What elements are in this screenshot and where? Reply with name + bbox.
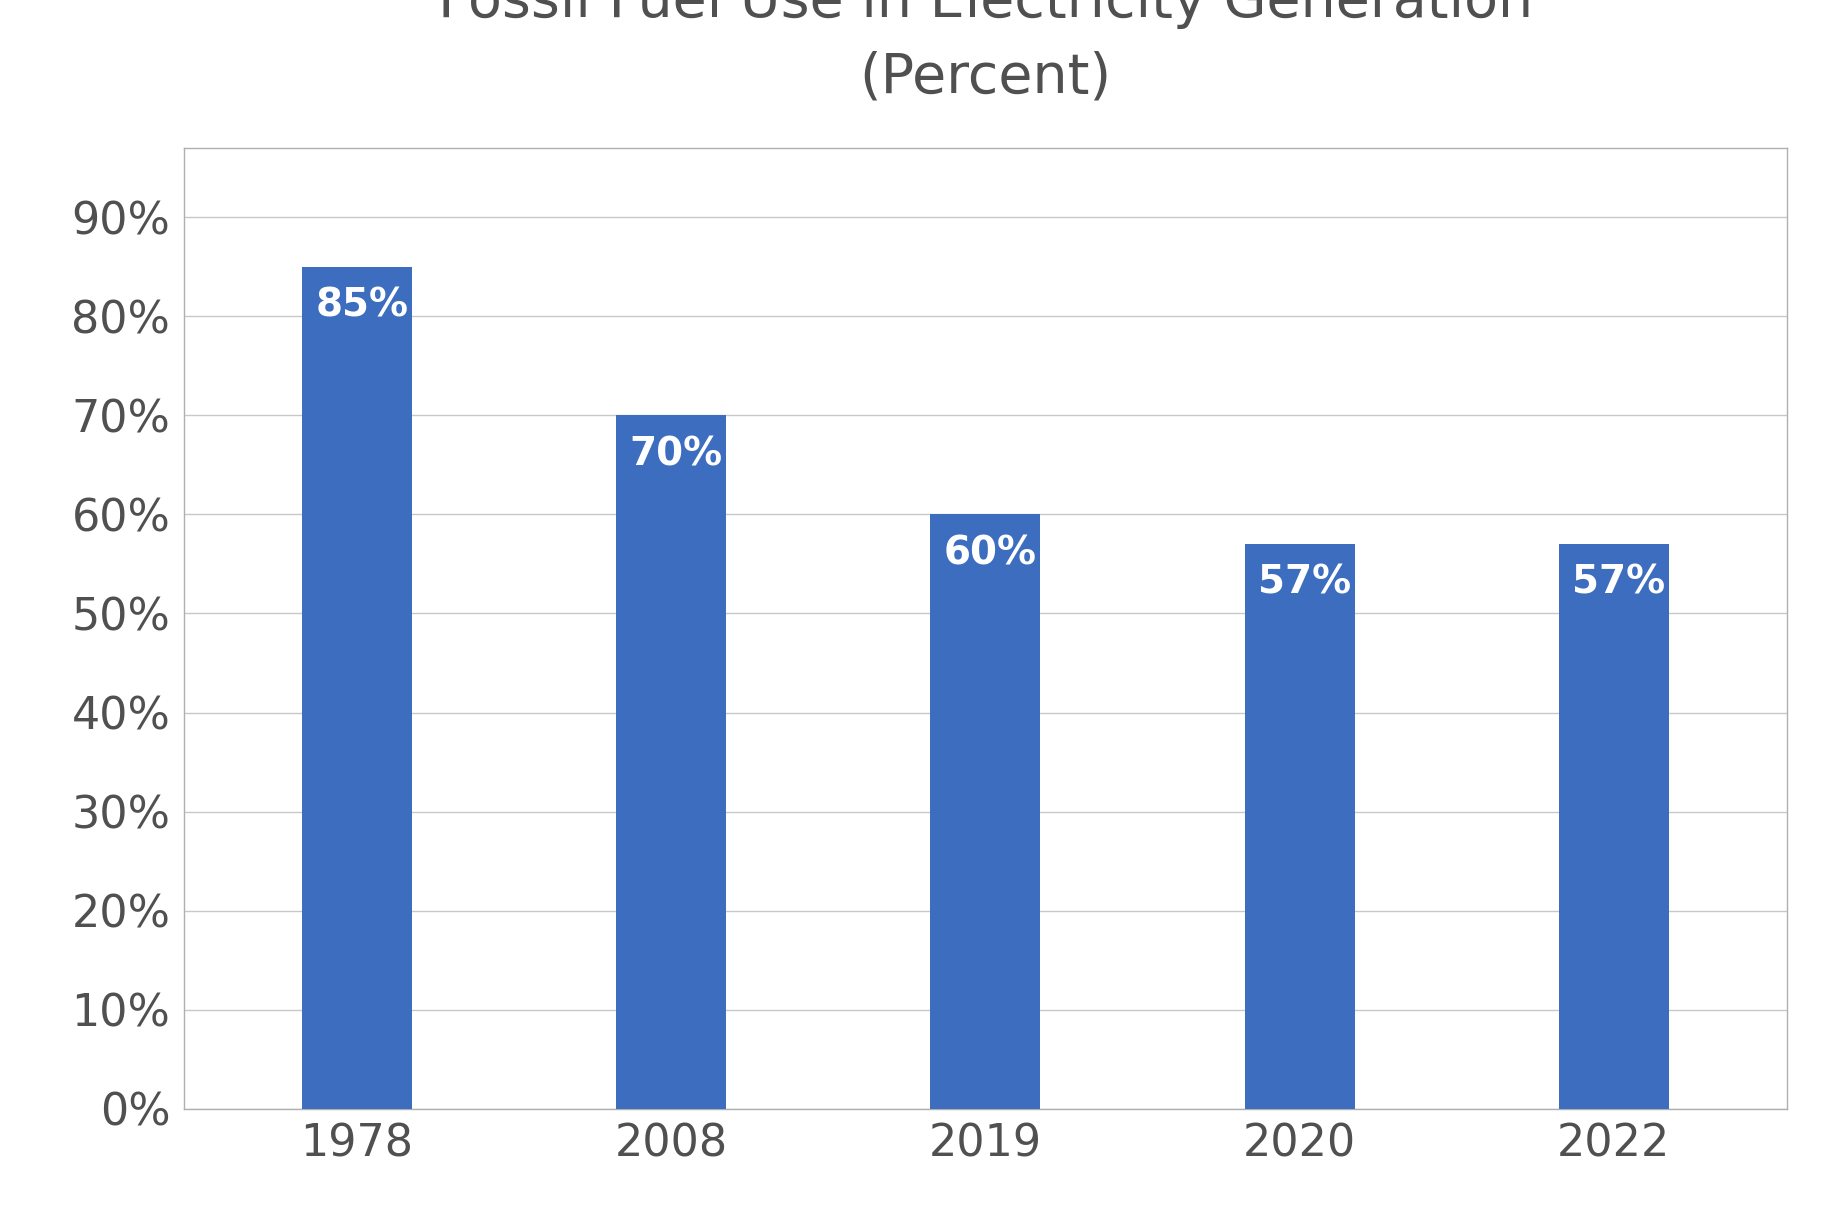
Text: 70%: 70%: [630, 435, 722, 473]
Bar: [617, 415, 726, 1109]
Text: 57%: 57%: [1571, 564, 1665, 602]
Text: 85%: 85%: [315, 287, 409, 324]
Text: 57%: 57%: [1258, 564, 1350, 602]
Bar: [302, 266, 413, 1109]
Title: Fossil Fuel Use in Electricity Generation
(Percent): Fossil Fuel Use in Electricity Generatio…: [438, 0, 1533, 105]
Bar: [1558, 545, 1669, 1109]
Bar: [1245, 545, 1354, 1109]
Text: 60%: 60%: [943, 535, 1037, 572]
Bar: [930, 515, 1041, 1109]
